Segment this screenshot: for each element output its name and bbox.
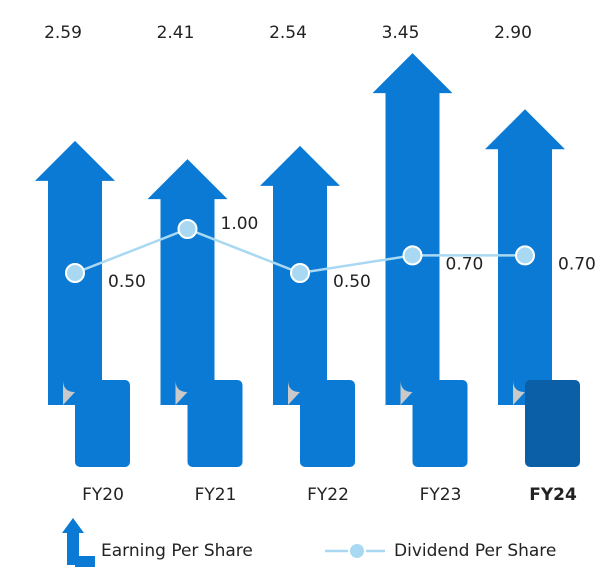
dividend-value-label: 0.70 (446, 254, 484, 274)
dividend-value-label: 0.70 (558, 254, 596, 274)
doc-fold (513, 380, 525, 405)
legend-label: Dividend Per Share (394, 541, 556, 561)
dividend-marker (290, 263, 310, 283)
x-tick-label: FY24 (529, 485, 577, 505)
legend-eps-icon (62, 518, 84, 565)
dividend-value-label: 0.50 (333, 272, 371, 292)
eps-value-label: 2.59 (44, 23, 82, 43)
x-tick-label: FY22 (307, 485, 349, 505)
doc-fold (63, 380, 75, 405)
legend-eps-doc (75, 556, 95, 567)
legend-div-marker (348, 542, 366, 560)
eps-value-label: 2.54 (269, 23, 307, 43)
legend-label: Earning Per Share (101, 541, 253, 561)
dividend-marker (65, 263, 85, 283)
doc-box (75, 380, 130, 467)
doc-box (412, 380, 468, 467)
doc-fold (175, 380, 188, 405)
doc-box (300, 380, 355, 467)
x-tick-label: FY21 (195, 485, 237, 505)
dividend-value-label: 0.50 (108, 272, 146, 292)
dividend-marker (177, 219, 198, 239)
x-tick-label: FY20 (82, 485, 124, 505)
dividend-value-label: 1.00 (221, 214, 259, 234)
eps-value-label: 2.41 (157, 23, 195, 43)
x-tick-label: FY23 (420, 485, 462, 505)
dividend-marker (402, 245, 423, 266)
doc-box (187, 380, 243, 467)
eps-arrow (372, 53, 453, 405)
doc-box (525, 380, 580, 467)
doc-fold (288, 380, 300, 405)
eps-value-label: 2.90 (494, 23, 532, 43)
doc-fold (400, 380, 413, 405)
eps-value-label: 3.45 (382, 23, 420, 43)
eps-arrow (147, 159, 228, 405)
dividend-marker (515, 245, 535, 266)
